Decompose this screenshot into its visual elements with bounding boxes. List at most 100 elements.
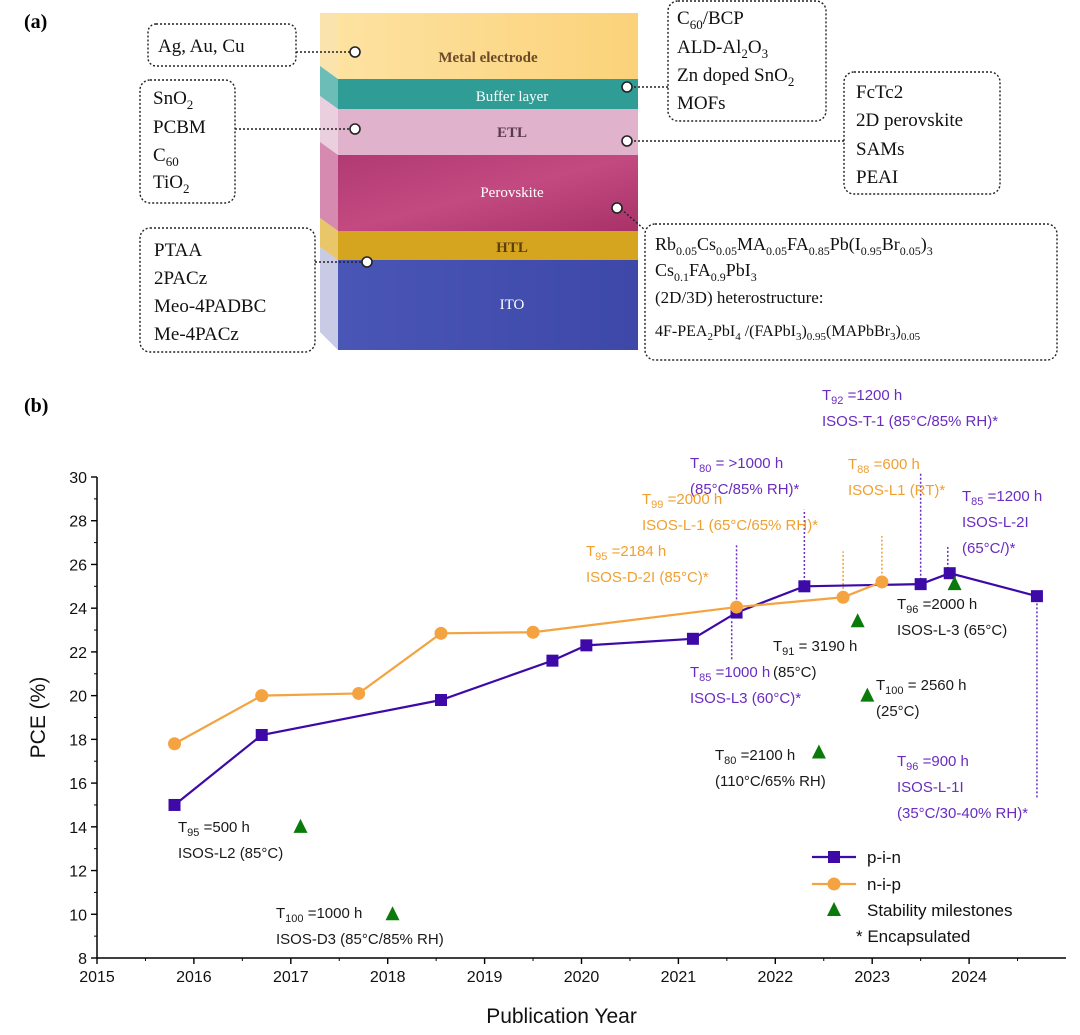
y-tick-label: 12 [69, 864, 87, 881]
callout-pero-cs: Cs0.1FA0.9PbI3 [655, 260, 757, 284]
stability-milestone-point [947, 576, 962, 591]
legend-pin-label: p-i-n [867, 848, 901, 867]
layer-label-htl: HTL [496, 240, 528, 256]
annotation-text: T88 =600 h [848, 456, 920, 476]
callout-htl-ptaa: PTAA [154, 240, 202, 261]
y-tick-label: 28 [69, 514, 87, 531]
legend-milestone-label: Stability milestones [867, 901, 1013, 920]
annotation-text: T91 = 3190 h [773, 638, 857, 658]
annotation-text: ISOS-L-3 (65°C) [897, 622, 1007, 639]
layer-ito-side [320, 247, 338, 350]
annotation-text: ISOS-L3 (60°C)* [690, 690, 801, 707]
callout-pass-peai: PEAI [856, 167, 898, 188]
callout-anchors [349, 46, 633, 268]
pin-data-point [914, 578, 927, 591]
callout-pass-fctc2: FcTc2 [856, 82, 903, 103]
annotation-text: ISOS-L-2I [962, 514, 1029, 531]
y-tick-label: 14 [69, 820, 87, 837]
layer-label-perovskite: Perovskite [480, 185, 544, 201]
x-tick-label: 2016 [176, 969, 212, 986]
callout-box-htl [139, 227, 316, 353]
callout-htl-me: Me-4PACz [154, 324, 239, 345]
annotation-text: ISOS-L1 (RT)* [848, 482, 945, 499]
annotation-text: T85 =1000 h [690, 664, 770, 684]
x-tick-label: 2021 [661, 969, 697, 986]
callout-htl-meo: Meo-4PADBC [154, 296, 266, 317]
callout-metal-text: Ag, Au, Cu [158, 36, 245, 57]
nip-data-point [255, 689, 269, 703]
annotation-text: T85 =1200 h [962, 488, 1042, 508]
stability-milestone-point [811, 744, 826, 759]
layer-metal-electrode [338, 13, 638, 79]
nip-data-point [168, 737, 182, 751]
callout-buffer-zn: Zn doped SnO2 [677, 65, 794, 89]
legend-encapsulated-note: * Encapsulated [856, 927, 970, 946]
x-axis-label: Publication Year [486, 1005, 637, 1028]
pin-data-point [686, 632, 699, 645]
callout-pero-rb: Rb0.05Cs0.05MA0.05FA0.85Pb(I0.95Br0.05)3 [655, 234, 933, 258]
y-axis-label: PCE (%) [27, 677, 50, 759]
legend-nip-marker [827, 877, 841, 891]
callout-box-perovskite [644, 223, 1058, 361]
annotation-text: (110°C/65% RH) [715, 773, 826, 790]
layer-label-buffer: Buffer layer [476, 89, 549, 105]
legend-pin-marker [828, 851, 840, 863]
y-tick-label: 22 [69, 645, 87, 662]
pin-data-point [168, 798, 181, 811]
y-tick-label: 10 [69, 907, 87, 924]
annotation-text: (65°C/)* [962, 540, 1016, 557]
layer-label-metal: Metal electrode [438, 50, 538, 66]
annotation-text: ISOS-D-2I (85°C)* [586, 569, 709, 586]
annotation-text: T92 =1200 h [822, 387, 902, 407]
nip-data-point [434, 626, 448, 640]
y-tick-label: 8 [78, 951, 87, 968]
y-tick-label: 16 [69, 776, 87, 793]
layer-label-ito: ITO [500, 297, 525, 313]
pin-data-point [434, 694, 447, 707]
layer-ito [338, 260, 638, 350]
annotation-text: T96 =900 h [897, 753, 969, 773]
pin-data-point [580, 639, 593, 652]
layer-buffer-side [320, 66, 338, 109]
y-tick-label: 24 [69, 601, 87, 618]
x-tick-label: 2024 [951, 969, 987, 986]
annotation-text: ISOS-L-1 (65°C/65% RH)* [642, 517, 818, 534]
annotation-text: (35°C/30-40% RH)* [897, 805, 1028, 822]
callout-pero-hetero: (2D/3D) heterostructure: [655, 288, 824, 307]
callout-box-buffer [667, 0, 827, 122]
annotation-text: (85°C) [773, 664, 817, 681]
layer-buffer [338, 79, 638, 109]
x-tick-label: 2015 [79, 969, 115, 986]
annotation-text: T96 =2000 h [897, 596, 977, 616]
x-tick-label: 2020 [564, 969, 600, 986]
panel-b-label: (b) [24, 395, 48, 417]
annotation-text: T95 =500 h [178, 819, 250, 839]
annotation-text: T100 = 2560 h [876, 677, 967, 697]
callout-etl-c60: C60 [153, 145, 179, 169]
device-stack: Metal electrode Buffer layer ETL Perovsk… [320, 13, 638, 350]
callout-etl-pcbm: PCBM [153, 117, 206, 138]
nip-data-point [730, 600, 744, 614]
nip-data-point [352, 686, 366, 700]
callouts [139, 0, 1058, 361]
callout-box-etl [139, 79, 236, 204]
y-tick-label: 18 [69, 732, 87, 749]
pin-data-point [1030, 590, 1043, 603]
stability-milestone-point [850, 613, 865, 628]
callout-buffer-c60bcp: C60/BCP [677, 8, 744, 32]
callout-pero-4f: 4F-PEA2PbI4 /(FAPbI3)0.95(MAPbBr3)0.05 [655, 323, 921, 343]
nip-data-point [526, 625, 540, 639]
callout-pass-2d: 2D perovskite [856, 110, 963, 131]
nip-data-point [875, 575, 889, 589]
panel-a-label: (a) [24, 11, 47, 33]
stability-milestone-point [385, 906, 400, 921]
layer-etl-side [320, 96, 338, 155]
legend-milestone-marker [827, 902, 841, 916]
series-line-n-i-p [173, 580, 883, 745]
callout-buffer-ald: ALD-Al2O3 [677, 37, 768, 61]
layer-perovskite [338, 155, 638, 231]
annotation-text: T95 =2184 h [586, 543, 666, 563]
layer-metal-side [320, 13, 338, 79]
annotation-text: T100 =1000 h [276, 905, 362, 925]
